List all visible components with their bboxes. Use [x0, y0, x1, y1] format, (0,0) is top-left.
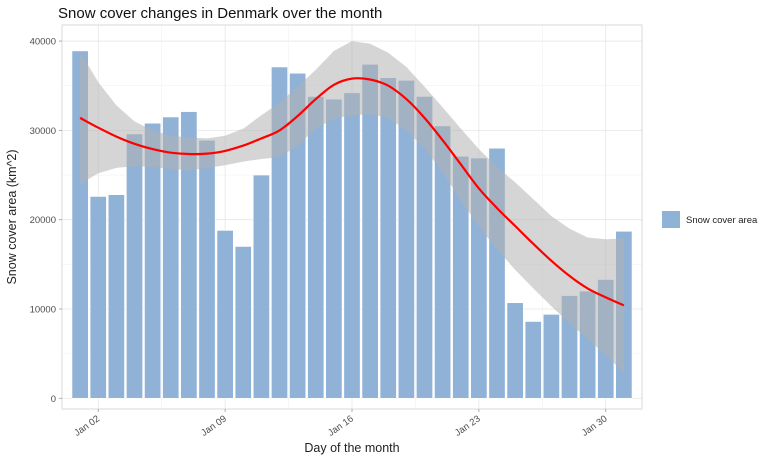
- legend: Snow cover area: [662, 211, 758, 228]
- y-axis-title: Snow cover area (km^2): [5, 149, 19, 284]
- legend-key-swatch: [662, 211, 680, 228]
- x-axis-title: Day of the month: [304, 441, 399, 455]
- x-tick-label: Jan 16: [326, 413, 356, 438]
- legend-label: Snow cover area: [686, 215, 758, 226]
- bar: [325, 98, 343, 399]
- bar: [542, 314, 560, 399]
- bar: [307, 96, 325, 399]
- bar: [144, 122, 162, 399]
- bar: [216, 230, 234, 399]
- confidence-ribbon: [80, 41, 624, 373]
- bar: [506, 302, 524, 399]
- bar: [524, 321, 542, 399]
- x-tick-label: Jan 02: [72, 413, 102, 438]
- bar: [107, 194, 125, 399]
- bar: [89, 196, 107, 399]
- bar: [162, 116, 180, 399]
- bar: [234, 246, 252, 399]
- x-tick-label: Jan 30: [580, 413, 610, 438]
- x-tick-label: Jan 23: [453, 413, 483, 438]
- y-tick-label: 30000: [30, 126, 56, 137]
- bar: [289, 72, 307, 399]
- bar: [252, 174, 270, 399]
- bar: [198, 139, 216, 399]
- y-tick-label: 20000: [30, 215, 56, 226]
- y-tick-label: 40000: [30, 37, 56, 48]
- bar: [126, 133, 143, 399]
- bar: [180, 111, 198, 399]
- chart-title: Snow cover changes in Denmark over the m…: [58, 5, 382, 22]
- y-tick-label: 0: [51, 394, 56, 405]
- bar: [343, 92, 361, 399]
- smooth-trend-line: [79, 77, 625, 307]
- y-tick-label: 10000: [30, 304, 56, 315]
- x-tick-label: Jan 09: [199, 413, 229, 438]
- confidence-band: [80, 41, 624, 373]
- bar: [379, 77, 397, 399]
- trend-line: [79, 77, 625, 307]
